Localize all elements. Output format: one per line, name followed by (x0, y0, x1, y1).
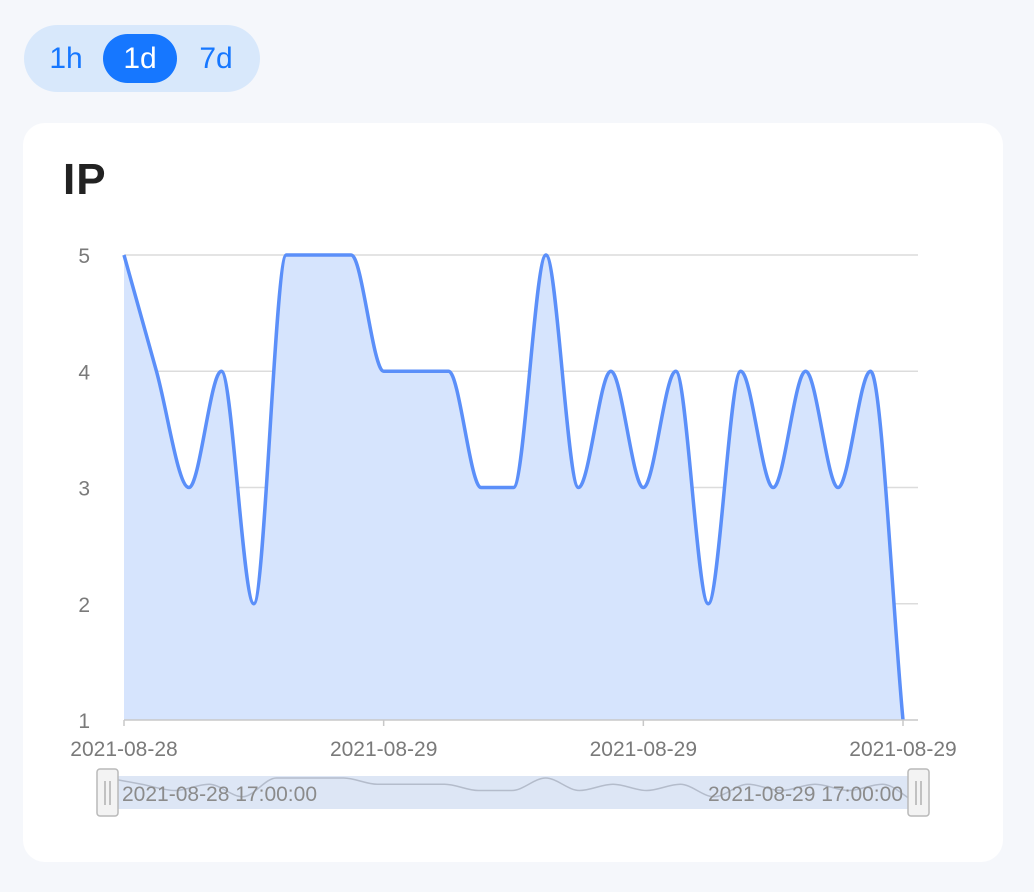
slider-handle-left[interactable] (96, 768, 119, 817)
range-option-7d[interactable]: 7d (199, 42, 233, 75)
y-tick-label: 2 (78, 594, 90, 617)
series-line (122, 253, 905, 721)
x-tick-label: 2021-08-28 (70, 738, 177, 761)
x-tick-label: 2021-08-29 (849, 738, 956, 761)
slider-handle-right[interactable] (907, 768, 930, 817)
slider-track[interactable] (108, 776, 916, 809)
zoom-slider[interactable]: 2021-08-28 17:00:00 2021-08-29 17:00:00 (96, 768, 930, 817)
chart-title: IP (63, 155, 107, 204)
x-tick-label: 2021-08-29 (330, 738, 437, 761)
range-option-1d[interactable]: 1d (103, 34, 177, 83)
axes: 1 2 3 4 5 2021-08-28 2021-08-29 2021-08-29 2021-… (70, 245, 956, 761)
y-tick-label: 3 (78, 478, 90, 501)
time-range-selector: 1h 1d 7d (24, 25, 260, 92)
y-tick-label: 5 (78, 245, 90, 268)
x-tick-label: 2021-08-29 (590, 738, 697, 761)
y-tick-label: 1 (78, 710, 90, 733)
y-tick-label: 4 (78, 361, 90, 384)
slider-preview-line (107, 777, 917, 804)
slider-start-label: 2021-08-28 17:00:00 (122, 783, 317, 806)
slider-end-label: 2021-08-29 17:00:00 (708, 783, 903, 806)
range-option-1h[interactable]: 1h (49, 42, 83, 75)
